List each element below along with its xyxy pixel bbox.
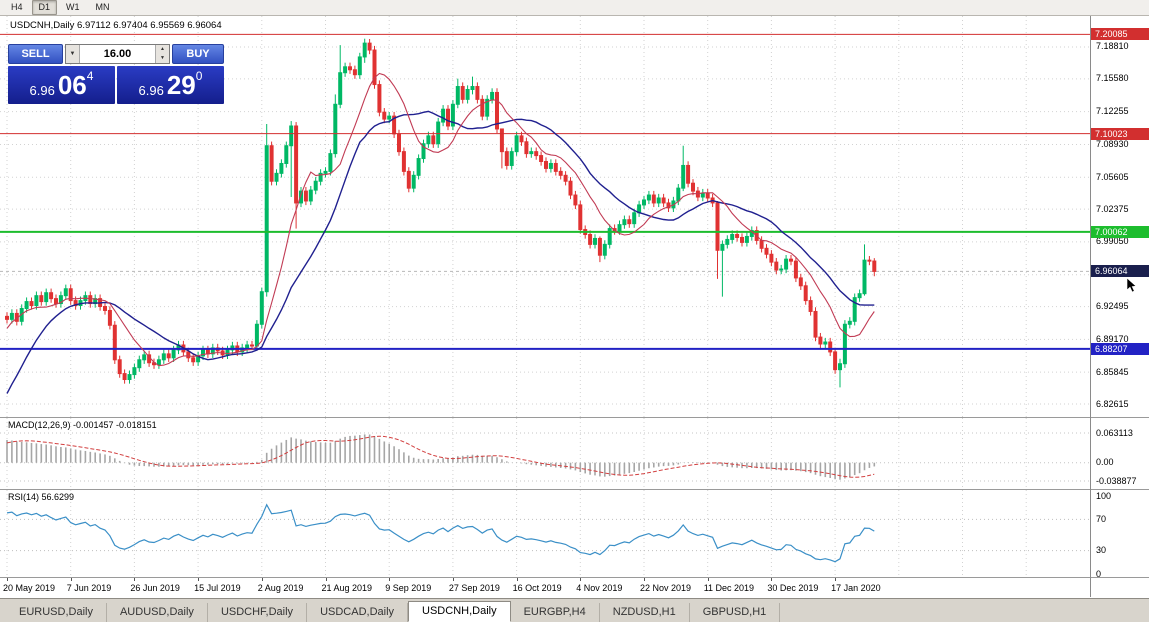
time-axis-tick [325,578,327,581]
time-axis-label: 20 May 2019 [3,583,56,593]
time-axis-tick [835,578,837,581]
tab-usdcad-daily[interactable]: USDCAD,Daily [307,603,409,622]
time-axis-tick [771,578,773,581]
price-level-badge: 7.00062 [1091,225,1149,238]
panel-separator [0,577,1149,578]
tab-usdchf-daily[interactable]: USDCHF,Daily [207,603,308,622]
price-level-badge: 6.88207 [1091,342,1149,355]
price-axis-label: 6.82615 [1096,398,1129,409]
price-axis-label: 7.02375 [1096,203,1129,214]
time-axis-label: 22 Nov 2019 [640,583,692,593]
price-level-badge: 7.20085 [1091,28,1149,41]
price-axis-label: 7.05605 [1096,171,1129,182]
tab-audusd-daily[interactable]: AUDUSD,Daily [106,603,208,622]
macd-axis-label: 0.00 [1096,457,1114,468]
chart-tab-bar: EURUSD,Daily AUDUSD,Daily USDCHF,Daily USDC… [0,598,1149,622]
rsi-axis-label: 0 [1096,568,1102,579]
buy-price-pips: 29 [166,70,196,100]
price-axis-separator [1090,16,1091,597]
time-axis-tick [452,578,454,581]
price-axis-label: 6.92495 [1096,301,1129,312]
time-axis[interactable]: 20 May 2019 7 Jun 2019 26 Jun 2019 15 Jul 2… [0,578,1090,597]
period-button-h4[interactable]: H4 [11,2,23,12]
period-toolbar: H4 D1 W1 MN [0,0,1149,16]
time-axis-label: 9 Sep 2019 [385,583,432,593]
price-axis-label: 6.99050 [1096,236,1129,247]
time-axis-label: 27 Sep 2019 [448,583,500,593]
time-axis-label: 30 Dec 2019 [767,583,819,593]
time-axis-tick [644,578,645,581]
time-axis-label: 7 Jun 2019 [66,583,112,593]
tab-eurusd-daily[interactable]: EURUSD,Daily [6,603,107,622]
time-axis-label: 17 Jan 2020 [831,583,881,593]
sell-button[interactable]: SELL [8,44,63,64]
sell-price-point: 4 [86,69,94,83]
volume-decrement-icon[interactable]: ▼ [156,54,169,63]
tab-eurgbp-h4[interactable]: EURGBP,H4 [510,603,600,622]
buy-price-box[interactable]: 6.96 29 0 [117,66,224,104]
time-axis-tick [261,578,263,581]
macd-axis-label: 0.063113 [1096,427,1133,438]
sell-price-pips: 06 [57,70,87,100]
panel-separator[interactable] [0,417,1149,418]
one-click-trading-panel: SELL ▼ 16.00 ▲ ▼ BUY 6.96 06 4 6.96 29 0 [8,44,224,104]
tab-nzdusd-h1[interactable]: NZDUSD,H1 [599,603,690,622]
rsi-axis-label: 30 [1096,545,1107,556]
price-axis-label: 7.15580 [1096,73,1129,84]
time-axis-tick [707,578,709,581]
buy-button[interactable]: BUY [172,44,224,64]
tab-usdcnh-daily[interactable]: USDCNH,Daily [408,601,511,622]
time-axis-tick [516,578,518,581]
time-axis-tick [70,578,72,581]
time-axis-tick [198,578,200,581]
sell-price-prefix: 6.96 [29,83,55,98]
rsi-axis-label: 100 [1096,490,1112,501]
price-level-badge: 7.10023 [1091,127,1149,140]
time-axis-label: 26 Jun 2019 [130,583,180,593]
period-button-mn[interactable]: MN [95,2,110,12]
sell-price-box[interactable]: 6.96 06 4 [8,66,115,104]
buy-price-point: 0 [195,69,203,83]
time-axis-label: 15 Jul 2019 [194,583,241,593]
time-axis-label: 21 Aug 2019 [321,583,373,593]
price-axis-label: 7.18810 [1096,41,1129,52]
time-axis-label: 16 Oct 2019 [512,583,562,593]
rsi-axis-label: 70 [1096,513,1107,524]
volume-dropdown-icon[interactable]: ▼ [66,45,80,63]
mouse-cursor [1126,277,1138,299]
period-button-w1[interactable]: W1 [66,2,80,12]
time-axis-label: 11 Dec 2019 [703,583,755,593]
current-price-badge: 6.96064 [1091,265,1149,278]
time-axis-label: 2 Aug 2019 [257,583,304,593]
macd-indicator-label: MACD(12,26,9) -0.001457 -0.018151 [8,420,157,430]
macd-axis-label: -0.038877 [1096,475,1137,486]
macd-indicator-canvas[interactable] [0,418,1090,489]
price-axis-label: 6.89170 [1096,333,1129,344]
time-axis-label: 4 Nov 2019 [576,583,623,593]
volume-increment-icon[interactable]: ▲ [156,45,169,54]
volume-control: ▼ 16.00 ▲ ▼ [65,44,170,64]
rsi-indicator-label: RSI(14) 56.6299 [8,492,75,502]
time-axis-tick [580,578,582,581]
rsi-indicator-canvas[interactable] [0,490,1090,577]
price-axis-label: 7.12255 [1096,106,1129,117]
tab-gbpusd-h1[interactable]: GBPUSD,H1 [689,603,781,622]
price-axis-label: 6.85845 [1096,366,1129,377]
buy-price-prefix: 6.96 [138,83,164,98]
time-axis-tick [7,578,8,581]
time-axis-tick [389,578,391,581]
panel-separator[interactable] [0,489,1149,490]
price-axis[interactable]: 7.18810 7.15580 7.12255 7.08930 7.05605 7.023… [1091,0,1149,597]
period-button-d1[interactable]: D1 [31,0,58,15]
price-chart-canvas[interactable] [0,16,1090,417]
time-axis-tick [134,578,136,581]
symbol-ohlc-readout: USDCNH,Daily 6.97112 6.97404 6.95569 6.9… [10,20,222,31]
volume-spinner: ▲ ▼ [155,45,169,63]
price-axis-label: 7.08930 [1096,138,1129,149]
volume-input[interactable]: 16.00 [103,48,132,60]
